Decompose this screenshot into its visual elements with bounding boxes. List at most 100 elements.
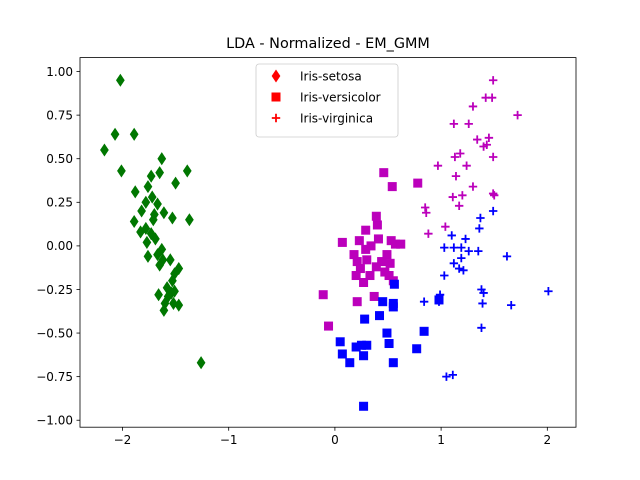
iris-versicolor-point (352, 297, 362, 307)
iris-virginica-point (474, 246, 483, 256)
iris-virginica-point (435, 290, 445, 299)
iris-setosa-point (168, 274, 177, 288)
iris-virginica-point (447, 231, 456, 240)
iris-virginica-point (473, 135, 482, 144)
iris-versicolor-point (335, 337, 345, 347)
iris-virginica-point (488, 76, 498, 85)
iris-versicolor-point (354, 236, 364, 246)
iris-setosa-point (137, 204, 146, 218)
data-points (100, 73, 553, 411)
iris-virginica-point (433, 161, 443, 170)
iris-setosa-point (154, 288, 163, 302)
y-tick-label: −0.25 (36, 283, 73, 297)
iris-virginica-point (468, 182, 478, 191)
iris-setosa-point (141, 221, 151, 235)
iris-versicolor-point (379, 168, 389, 178)
iris-versicolor-point (388, 302, 398, 312)
iris-setosa-point (153, 248, 162, 262)
iris-versicolor-point (361, 244, 371, 254)
iris-virginica-point (449, 259, 459, 268)
iris-versicolor-point (337, 237, 347, 247)
iris-versicolor-point (345, 358, 355, 368)
iris-virginica-point (502, 252, 512, 261)
axes: −2 −1 0 1 2 −1.00 −0.75 −0.50 −0.25 0.00 0.25 0.50 0… (36, 57, 577, 447)
iris-versicolor-point (375, 311, 385, 321)
iris-versicolor-point (387, 182, 397, 192)
iris-setosa-point (146, 169, 156, 183)
iris-virginica-point (456, 149, 465, 158)
iris-virginica-point (475, 224, 484, 233)
iris-setosa-point (174, 262, 184, 276)
legend-label-iris-setosa: Iris-setosa (300, 69, 362, 83)
x-tick-label: 0 (331, 433, 339, 447)
iris-virginica-point (477, 323, 486, 333)
iris-virginica-point (440, 271, 449, 280)
iris-versicolor-point (351, 271, 361, 281)
iris-versicolor-point (386, 236, 396, 246)
iris-virginica-point (457, 243, 466, 252)
iris-versicolor-point (382, 250, 392, 260)
iris-virginica-point (507, 300, 516, 310)
iris-setosa-point (143, 249, 153, 263)
iris-virginica-point (454, 264, 464, 273)
iris-setosa-point (159, 303, 169, 317)
iris-versicolor-point (371, 262, 381, 272)
iris-virginica-point (513, 110, 522, 120)
iris-setosa-point (159, 206, 169, 220)
iris-versicolor-point (378, 297, 388, 307)
y-tick-label: 1.00 (46, 65, 73, 79)
iris-setosa-point (115, 73, 125, 87)
iris-setosa-point (157, 152, 167, 166)
y-tick-label: 0.25 (46, 196, 73, 210)
iris-setosa-point (171, 176, 180, 190)
iris-virginica-point (422, 208, 431, 217)
iris-virginica-point (458, 191, 467, 200)
iris-virginica-point (449, 119, 459, 129)
iris-setosa-point (146, 227, 156, 241)
iris-virginica-point (419, 297, 429, 306)
plot-frame (79, 57, 577, 428)
iris-setosa-point (148, 213, 158, 227)
iris-virginica-point (479, 142, 488, 151)
iris-virginica-point (464, 246, 473, 256)
legend: Iris-setosa Iris-versicolor Iris-virginica (255, 63, 399, 138)
legend-marker-iris-setosa (271, 69, 281, 83)
iris-virginica-point (450, 152, 460, 162)
iris-virginica-point (451, 171, 461, 181)
iris-versicolor-point (373, 234, 383, 244)
iris-versicolor-point (413, 178, 423, 188)
iris-virginica-point (490, 191, 499, 200)
iris-setosa-point (100, 143, 109, 157)
iris-virginica-point (461, 234, 470, 244)
x-tick-label: −1 (220, 433, 238, 447)
iris-versicolor-point (389, 279, 399, 289)
iris-virginica-point (441, 222, 450, 231)
iris-versicolor-point (385, 258, 395, 268)
iris-virginica-point (487, 93, 497, 102)
iris-virginica-point (488, 206, 498, 216)
x-tick-label: 1 (437, 433, 445, 447)
iris-setosa-point (117, 164, 126, 178)
iris-versicolor-point (369, 291, 379, 301)
y-tick-label: 0.00 (46, 239, 73, 253)
iris-versicolor-point (359, 351, 369, 361)
y-tick-label: −0.50 (36, 326, 73, 340)
iris-virginica-point (544, 287, 553, 296)
x-tick-label: −2 (114, 433, 132, 447)
x-tick-label: 2 (544, 433, 552, 447)
iris-setosa-point (129, 214, 139, 229)
iris-versicolor-point (318, 290, 328, 300)
iris-virginica-point (434, 297, 444, 306)
iris-setosa-point (129, 127, 139, 141)
iris-versicolor-point (351, 342, 361, 352)
iris-virginica-point (440, 243, 449, 252)
iris-virginica-point (484, 133, 494, 142)
iris-setosa-point (170, 284, 179, 298)
iris-versicolor-point (419, 326, 429, 336)
iris-versicolor-point (388, 358, 398, 368)
iris-setosa-point (136, 225, 145, 239)
iris-setosa-point (185, 213, 194, 227)
iris-setosa-point (130, 185, 140, 199)
iris-virginica-point (459, 266, 468, 275)
